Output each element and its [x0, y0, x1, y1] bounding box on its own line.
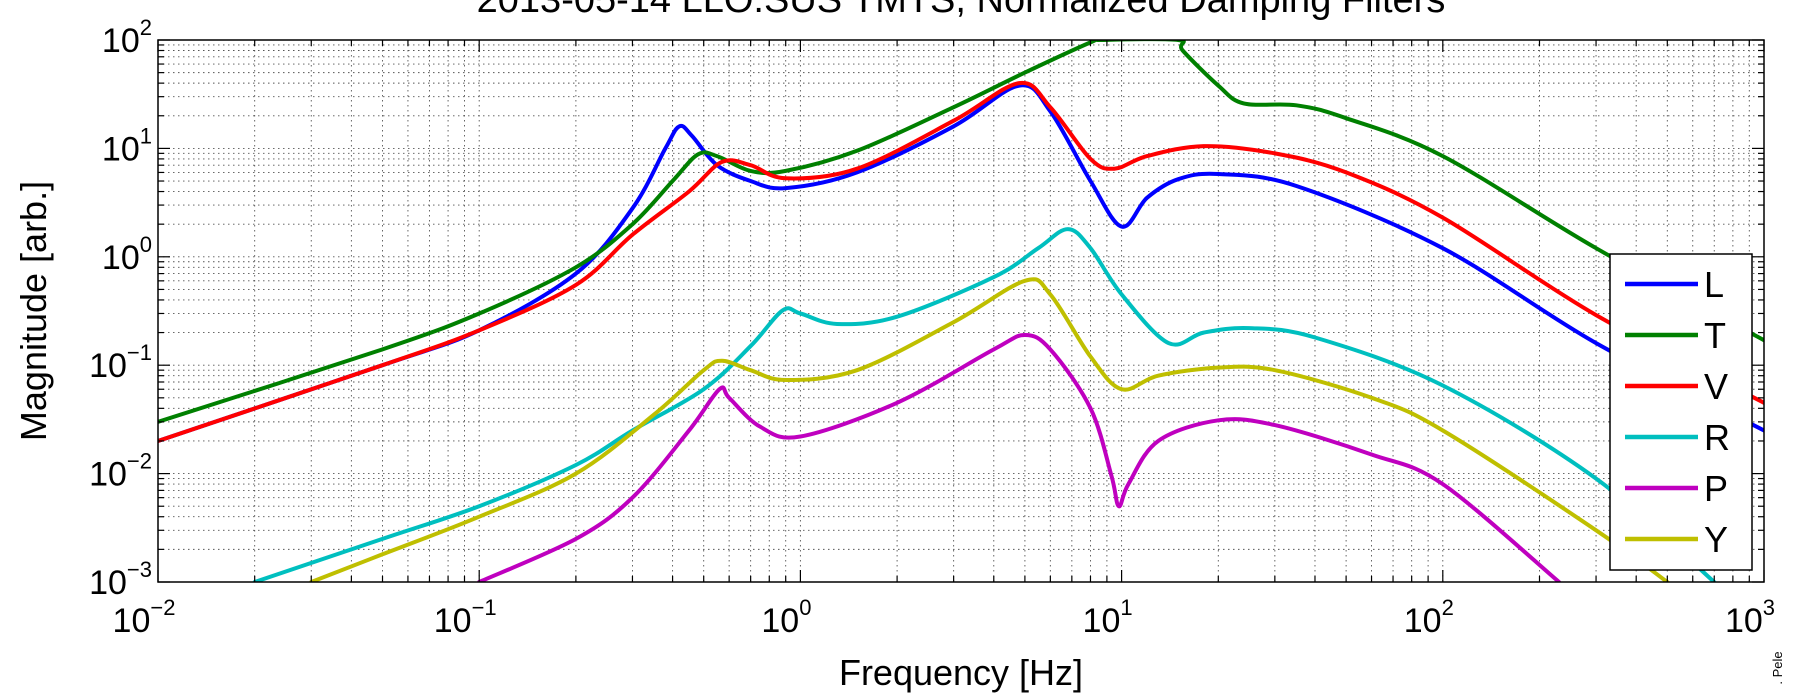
series-line-t [158, 40, 1764, 424]
x-tick-label: 102 [1404, 595, 1454, 640]
legend-label-y: Y [1704, 519, 1728, 560]
tick-labels: 10−2 10−1 100 101 102 10310−310−210−110010110… [89, 15, 1775, 640]
y-tick-label: 101 [102, 123, 152, 168]
y-tick-label: 10−3 [89, 557, 152, 602]
legend-label-l: L [1704, 264, 1724, 305]
y-tick-label: 10−2 [89, 449, 152, 494]
legend-label-r: R [1704, 417, 1730, 458]
x-tick-label: 10−2 [113, 595, 176, 640]
series-line-l [158, 83, 1764, 443]
credit-text: . Pele [1770, 651, 1785, 684]
legend-label-p: P [1704, 468, 1728, 509]
x-tick-label: 100 [761, 595, 811, 640]
legend-box [1609, 253, 1753, 571]
series-line-v [158, 80, 1764, 443]
chart-title: 2013-05-14 LLO.SUS TMTS, Normalized Damp… [477, 0, 1446, 21]
x-tick-label: 101 [1083, 595, 1133, 640]
legend-label-v: V [1704, 366, 1728, 407]
y-tick-label: 102 [102, 15, 152, 60]
ticks [157, 39, 1765, 583]
y-axis-label: Magnitude [arb.] [13, 181, 54, 441]
series-line-r [252, 227, 1717, 582]
y-tick-label: 10−1 [89, 340, 152, 385]
series-line-y [309, 277, 1670, 582]
x-axis-label: Frequency [Hz] [839, 652, 1083, 693]
legend-label-t: T [1704, 315, 1726, 356]
x-tick-label: 10−1 [434, 595, 497, 640]
plot-frame [157, 39, 1765, 583]
y-tick-label: 100 [102, 232, 152, 277]
plot-lines [158, 40, 1764, 582]
x-tick-label: 103 [1725, 595, 1775, 640]
series-line-p [477, 333, 1561, 582]
